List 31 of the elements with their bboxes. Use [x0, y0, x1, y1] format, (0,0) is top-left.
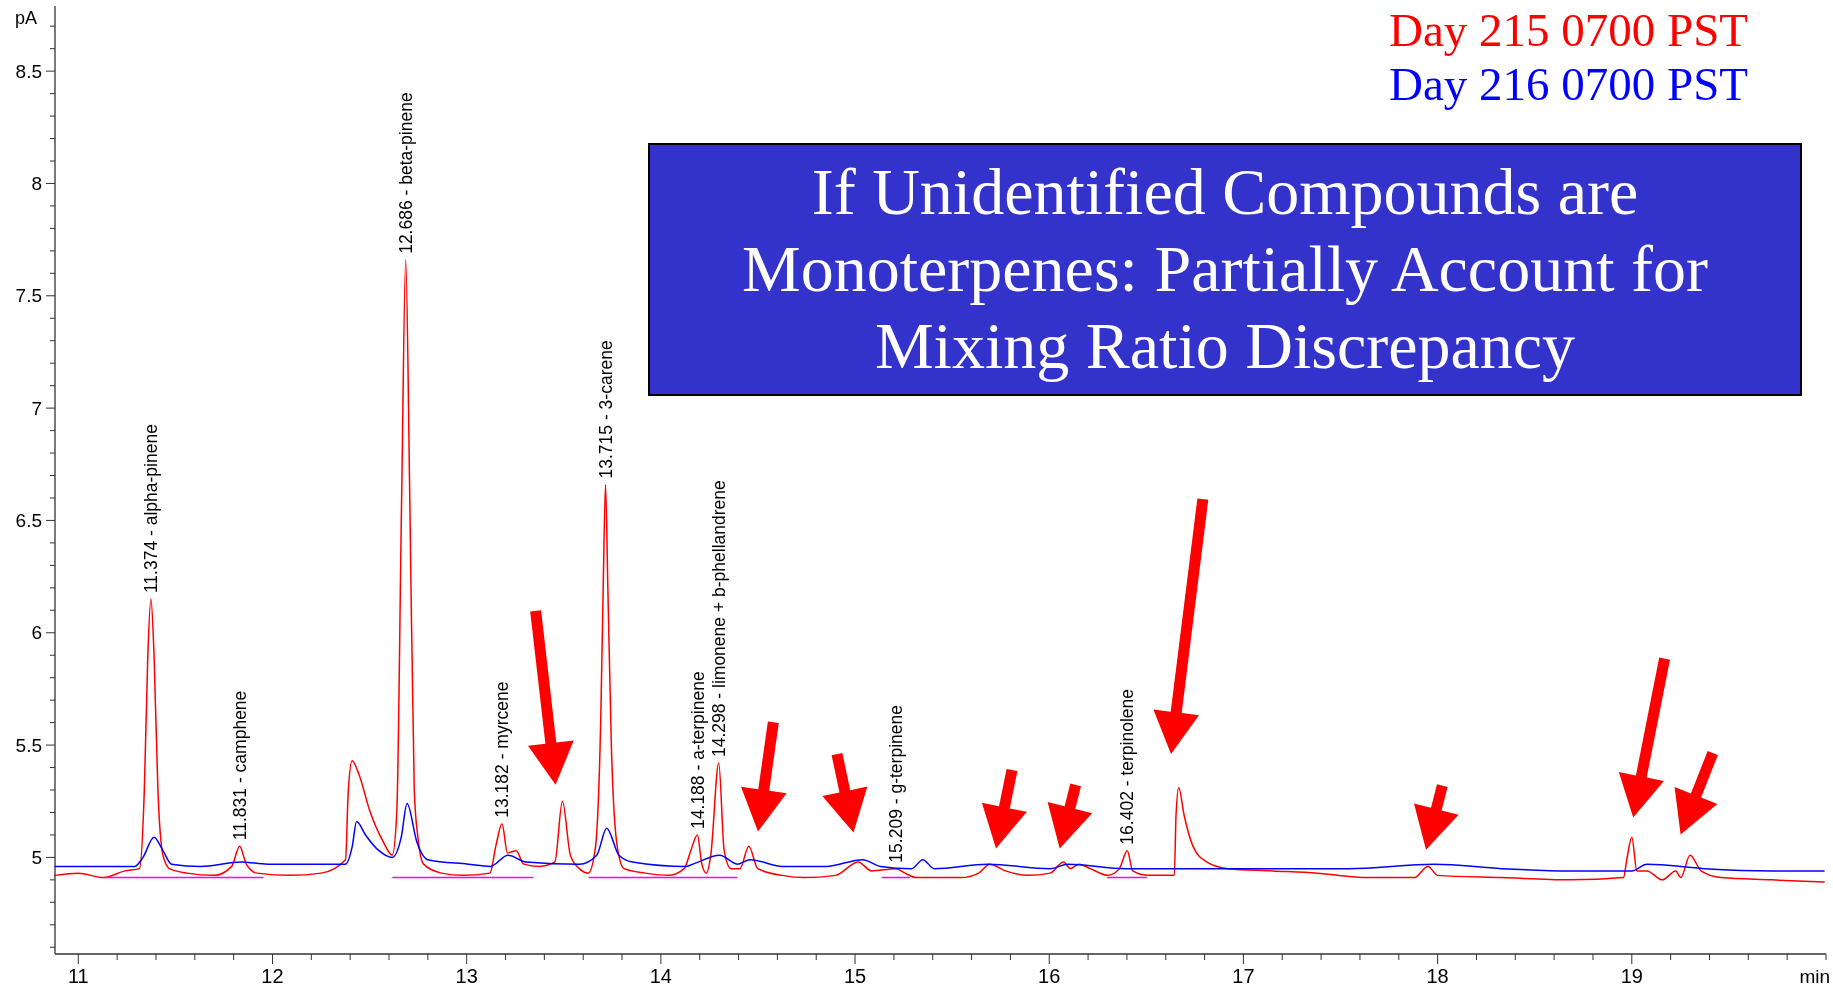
annotation: 16.402 - terpinolene [1117, 688, 1138, 845]
text: If Unidentified Compounds are Monoterpenes: Partially Account for Mixing Ratio Discrepancy [742, 155, 1708, 383]
x-tick-label: 19 [1620, 965, 1643, 987]
y-tick-label: 8 [31, 173, 42, 195]
x-axis-title: min [1799, 966, 1830, 987]
annotation: 11.374 - alpha-pinene [141, 424, 162, 594]
text: Day 216 0700 PST [1389, 58, 1749, 110]
x-tick-label: 14 [649, 965, 672, 987]
x-tick-label: 12 [261, 965, 284, 987]
y-tick-label: 7 [31, 397, 42, 419]
y-tick-label: 7.5 [15, 285, 42, 307]
y-tick-label: 5 [31, 847, 42, 869]
x-tick-label: 16 [1038, 965, 1061, 987]
x-tick-label: 18 [1426, 965, 1449, 987]
x-tick-label: 13 [455, 965, 478, 987]
x-tick-label: 17 [1232, 965, 1255, 987]
x-tick-label: 11 [67, 965, 89, 987]
y-tick-label: 5.5 [15, 734, 42, 756]
annotation: 14.298 - limonene + b-phellandrene [708, 480, 729, 758]
y-tick-label: 8.5 [15, 60, 42, 82]
y-tick-label: 6.5 [15, 510, 42, 532]
y-tick-label: 6 [31, 622, 42, 644]
y-axis-title: pA [14, 8, 38, 28]
annotation: 12.686 - beta-pinene [395, 92, 416, 254]
annotation: 14.188 - a-terpinene [687, 671, 708, 829]
annotation: 11.831 - camphene [229, 690, 250, 841]
x-tick-label: 15 [843, 965, 867, 987]
annotation: 13.715 - 3-carene [595, 340, 616, 479]
text: Day 215 0700 PST [1389, 4, 1749, 56]
annotation: 13.182 - myrcene [492, 681, 513, 818]
annotation: 15.209 - g-terpinene [885, 705, 906, 863]
